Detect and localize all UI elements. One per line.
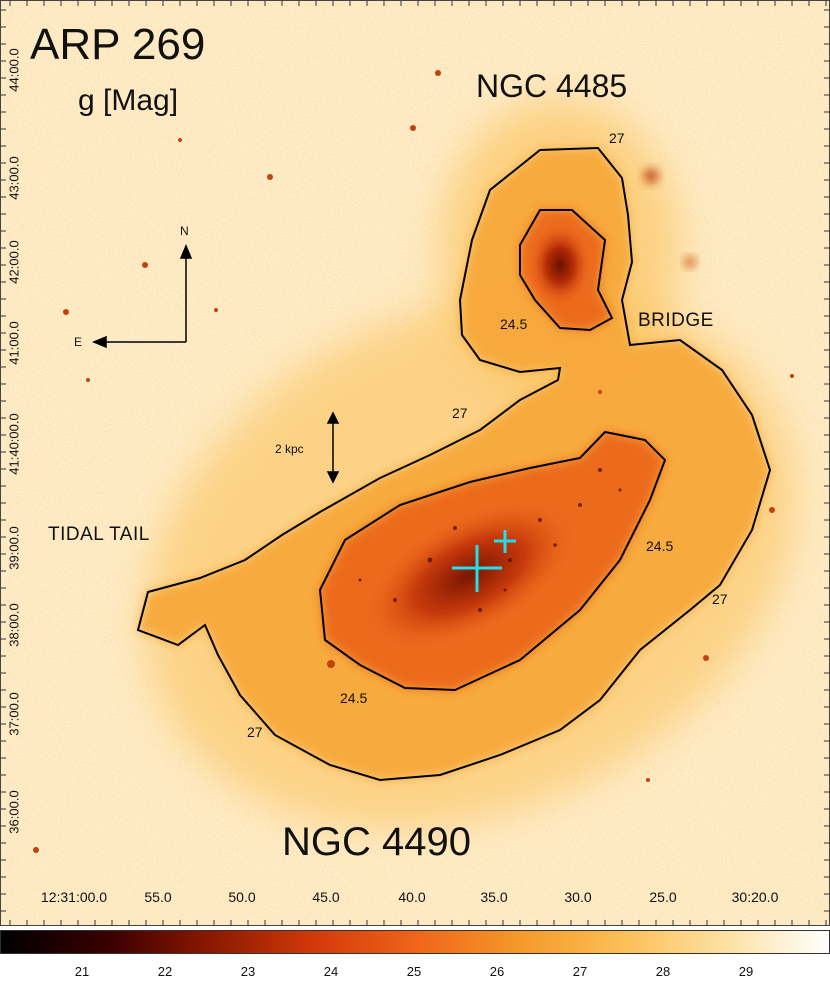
contour-label: 27 bbox=[609, 130, 625, 146]
contour-label: 27 bbox=[247, 724, 263, 740]
lower-galaxy-core bbox=[360, 497, 580, 653]
galaxy-envelope bbox=[138, 148, 770, 780]
contour-label: 24.5 bbox=[340, 690, 368, 706]
compass-arrows bbox=[92, 244, 193, 349]
compass-east-label: E bbox=[74, 335, 83, 349]
contour-27-mag bbox=[136, 146, 772, 782]
ra-axis-tick: 45.0 bbox=[312, 889, 340, 905]
contour-label: 24.5 bbox=[500, 316, 528, 332]
colorbar-tick: 27 bbox=[572, 964, 588, 979]
colorbar-tick: 25 bbox=[406, 964, 422, 979]
scale-bar bbox=[326, 411, 340, 484]
compass-north-label: N bbox=[180, 224, 189, 238]
contour-label: 24.5 bbox=[646, 538, 674, 554]
ra-axis-tick: 25.0 bbox=[649, 889, 677, 905]
contour-label: 27 bbox=[712, 591, 728, 607]
nucleus-marker-small bbox=[494, 530, 516, 553]
star-forming-knots bbox=[358, 468, 622, 612]
ra-axis-tick: 12:31:00.0 bbox=[40, 889, 108, 905]
image-panel: ARP 269 g [Mag] NGC 4485 NGC 4490 BRIDGE… bbox=[0, 0, 830, 926]
sky-image bbox=[0, 0, 830, 926]
contour-label: 27 bbox=[452, 405, 468, 421]
scale-bar-label: 2 kpc bbox=[275, 442, 304, 456]
ra-axis-tick: 40.0 bbox=[398, 889, 426, 905]
colorbar-tick: 23 bbox=[240, 964, 256, 979]
galaxy-label-ngc4485: NGC 4485 bbox=[476, 68, 628, 104]
colorbar-gradient bbox=[0, 930, 830, 954]
figure-title: ARP 269 bbox=[30, 20, 206, 69]
colorbar: 21 22 23 24 25 26 27 28 29 bbox=[0, 930, 830, 984]
region-label-bridge: BRIDGE bbox=[638, 310, 714, 331]
ra-axis-tick: 35.0 bbox=[480, 889, 508, 905]
colorbar-tick: 21 bbox=[74, 964, 90, 979]
galaxy-label-ngc4490: NGC 4490 bbox=[282, 820, 471, 864]
ra-axis-tick: 30:20.0 bbox=[731, 889, 779, 905]
contour-24-5-lower bbox=[318, 430, 667, 692]
colorbar-tick: 26 bbox=[489, 964, 505, 979]
band-label: g [Mag] bbox=[78, 84, 179, 117]
ra-axis-tick: 55.0 bbox=[144, 889, 172, 905]
colorbar-tick: 22 bbox=[157, 964, 173, 979]
upper-galaxy-core bbox=[530, 225, 590, 305]
foreground-stars bbox=[33, 70, 794, 853]
colorbar-tick: 28 bbox=[655, 964, 671, 979]
colorbar-tick: 29 bbox=[738, 964, 754, 979]
nucleus-marker-large bbox=[452, 545, 502, 592]
ra-axis-tick: 50.0 bbox=[228, 889, 256, 905]
ra-axis-tick: 30.0 bbox=[564, 889, 592, 905]
colorbar-tick: 24 bbox=[323, 964, 339, 979]
contour-24-5-upper bbox=[519, 209, 614, 332]
region-label-tidal-tail: TIDAL TAIL bbox=[48, 524, 150, 545]
